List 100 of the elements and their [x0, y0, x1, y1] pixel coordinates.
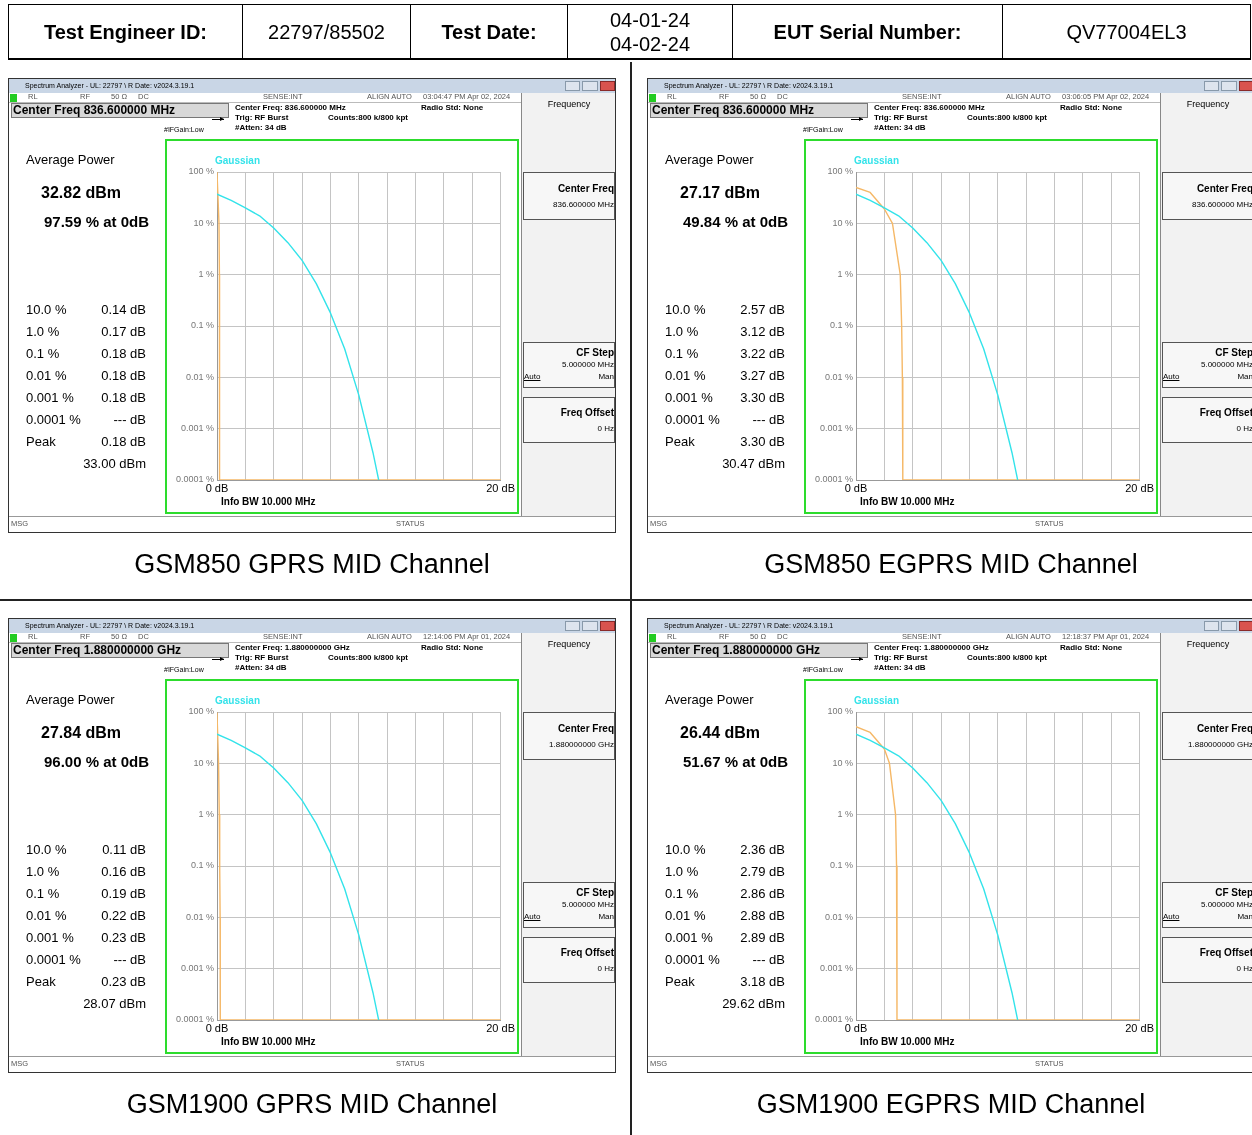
text: 3.22 dB — [740, 346, 785, 362]
text: 2.57 dB — [740, 302, 785, 318]
text: Peak — [665, 434, 695, 450]
text: Radio Std: None — [421, 103, 484, 113]
x-tick-label: 20 dB — [486, 481, 515, 494]
text: 3.27 dB — [740, 368, 785, 384]
text: 0.1 % — [665, 346, 699, 362]
text: Man — [1237, 372, 1252, 382]
text: 2.88 dB — [740, 908, 785, 924]
text: Counts:800 k/800 kpt — [967, 113, 1048, 123]
text: Trig: RF Burst — [235, 113, 289, 123]
text: Man — [1237, 912, 1252, 922]
y-tick-label: 0.001 % — [180, 963, 214, 974]
text: Center Freq — [1196, 183, 1252, 195]
text: 0.18 dB — [101, 346, 146, 362]
text: Test Engineer ID: — [8, 4, 242, 60]
text: Center Freq: 836.600000 MHz — [235, 103, 346, 113]
text: 30.47 dBm — [722, 456, 785, 472]
text: Center Freq: 1.880000000 GHz — [235, 643, 350, 653]
y-tick-label: 0.01 % — [824, 371, 853, 382]
y-tick-label: 0.001 % — [819, 963, 853, 974]
x-tick-label: 20 dB — [486, 1021, 515, 1034]
text: 0.1 % — [665, 886, 699, 902]
text: 0.14 dB — [101, 302, 146, 318]
text: Radio Std: None — [421, 643, 484, 653]
text: 10.0 % — [26, 302, 67, 318]
text: CF Step — [1215, 887, 1252, 899]
text: Center Freq 1.880000000 GHz — [652, 643, 821, 658]
text: 51.67 % at 0dB — [683, 753, 789, 771]
y-tick-label: 1 % — [198, 809, 214, 820]
text: 1.0 % — [26, 864, 60, 880]
y-tick-label: 0.1 % — [829, 860, 853, 871]
text: Freq Offset — [1199, 407, 1252, 419]
x-tick-label: 20 dB — [1125, 1021, 1154, 1034]
text: 0 Hz — [1236, 424, 1252, 434]
text: --- dB — [752, 952, 785, 968]
text: 0.18 dB — [101, 434, 146, 450]
text: 0.01 % — [665, 368, 706, 384]
text: #Atten: 34 dB — [874, 663, 926, 673]
text: Average Power — [26, 152, 115, 168]
text: 1.0 % — [665, 324, 699, 340]
y-tick-label: 100 % — [827, 706, 853, 717]
text: CF Step — [576, 347, 614, 359]
text: #Atten: 34 dB — [235, 663, 287, 673]
text: 1.880000000 GHz — [549, 740, 614, 750]
text: Info BW 10.000 MHz — [221, 496, 316, 508]
text: 5.000000 MHz — [561, 360, 614, 370]
text: Center Freq — [1196, 723, 1252, 735]
text: Gaussian — [215, 695, 261, 706]
text: Center Freq: 836.600000 MHz — [874, 103, 985, 113]
text: 0.1 % — [26, 346, 60, 362]
text: Auto — [524, 912, 541, 922]
text: 0.18 dB — [101, 390, 146, 406]
text: 0.0001 % — [26, 952, 81, 968]
text: Trig: RF Burst — [235, 653, 289, 663]
text: QV77004EL3 — [1002, 4, 1251, 60]
text: CF Step — [1215, 347, 1252, 359]
y-tick-label: 100 % — [188, 166, 214, 177]
y-tick-label: 0.1 % — [829, 320, 853, 331]
text: --- dB — [113, 412, 146, 428]
text: 0.19 dB — [101, 886, 146, 902]
text: Peak — [665, 974, 695, 990]
text: 0.0001 % — [665, 952, 720, 968]
text: 26.44 dBm — [680, 724, 761, 743]
y-tick-label: 10 % — [832, 217, 853, 228]
text: Average Power — [665, 152, 754, 168]
text: Freq Offset — [560, 947, 614, 959]
y-tick-label: 0.1 % — [190, 860, 214, 871]
text: Counts:800 k/800 kpt — [328, 653, 409, 663]
y-tick-label: 0.001 % — [180, 423, 214, 434]
text: 0.01 % — [26, 908, 67, 924]
text: 33.00 dBm — [83, 456, 146, 472]
text: 0.22 dB — [101, 908, 146, 924]
text: 0.001 % — [26, 930, 74, 946]
text: Peak — [26, 434, 56, 450]
text: 0.01 % — [665, 908, 706, 924]
text: Info BW 10.000 MHz — [860, 496, 955, 508]
y-tick-label: 0.01 % — [824, 911, 853, 922]
text: 0.17 dB — [101, 324, 146, 340]
text: 2.79 dB — [740, 864, 785, 880]
text: 28.07 dBm — [83, 996, 146, 1012]
y-tick-label: 1 % — [198, 269, 214, 280]
y-tick-label: 10 % — [832, 757, 853, 768]
text: --- dB — [752, 412, 785, 428]
text: 836.600000 MHz — [553, 200, 614, 210]
text: Radio Std: None — [1060, 643, 1123, 653]
text: 0.11 dB — [102, 842, 146, 858]
text: 0.001 % — [26, 390, 74, 406]
text: GSM850 GPRS MID Channel — [133, 549, 491, 580]
y-tick-label: 0.001 % — [819, 423, 853, 434]
text: 27.17 dBm — [680, 184, 761, 203]
y-tick-label: 100 % — [827, 166, 853, 177]
text: 0.18 dB — [101, 368, 146, 384]
text: 0.23 dB — [101, 930, 146, 946]
text: Frequency — [547, 639, 591, 650]
text: 2.89 dB — [740, 930, 785, 946]
text: 49.84 % at 0dB — [683, 213, 789, 231]
text: 10.0 % — [665, 302, 706, 318]
text: Trig: RF Burst — [874, 113, 928, 123]
text: Radio Std: None — [1060, 103, 1123, 113]
